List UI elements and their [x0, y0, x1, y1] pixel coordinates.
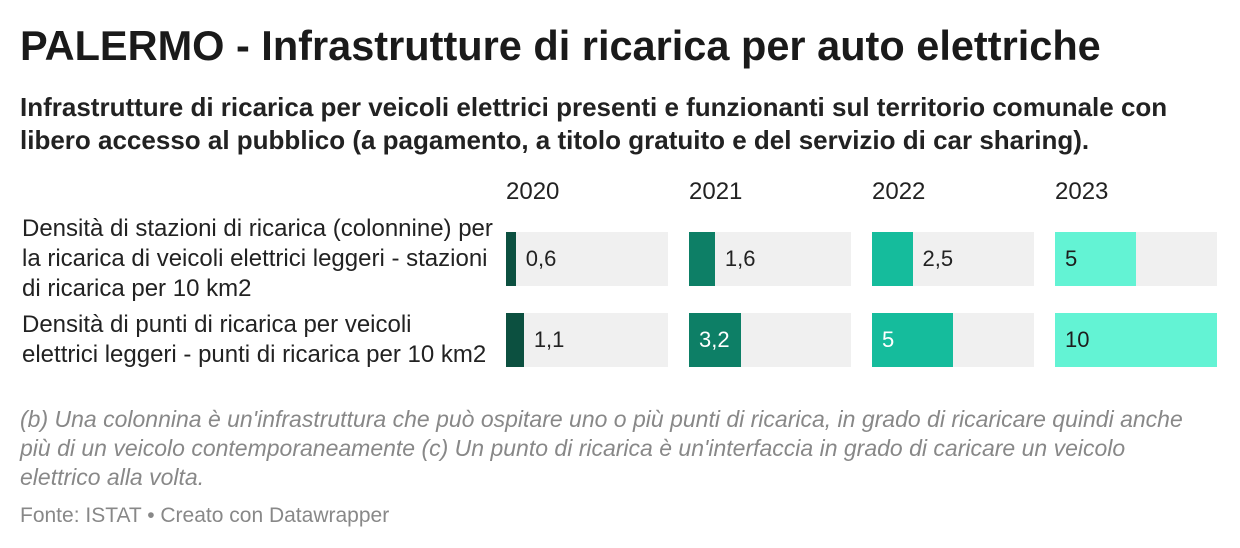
bar	[689, 232, 715, 286]
row-label: Densità di stazioni di ricarica (colonni…	[22, 215, 493, 302]
chart-note: (b) Una colonnina è un'infrastruttura ch…	[20, 406, 1183, 490]
chart-subtitle: Infrastrutture di ricarica per veicoli e…	[20, 92, 1168, 155]
data-label: 10	[1065, 327, 1090, 352]
column-header: 2022	[872, 178, 926, 205]
column-header-row: 2020 2021 2022 2023	[20, 177, 1220, 207]
data-label: 2,5	[922, 246, 954, 271]
bar	[1055, 313, 1217, 367]
split-bar-table: 2020 2021 2022 2023 Densità di stazioni …	[20, 177, 1220, 376]
bar-track: 5	[1055, 232, 1217, 286]
data-label: 3,2	[699, 327, 730, 352]
data-label: 5	[882, 327, 895, 352]
data-label: 5	[1065, 246, 1078, 271]
bar	[872, 232, 913, 286]
bar	[506, 313, 524, 367]
chart-source: Fonte: ISTAT • Creato con Datawrapper	[20, 504, 390, 527]
data-label: 1,6	[724, 246, 756, 271]
bar	[1055, 232, 1136, 286]
column-header: 2023	[1055, 178, 1109, 205]
bar	[689, 313, 741, 367]
data-label: 0,6	[525, 246, 557, 271]
chart-title: PALERMO - Infrastrutture di ricarica per…	[20, 22, 1101, 69]
column-header: 2021	[689, 178, 743, 205]
row-label: Densità di punti di ricarica per veicoli…	[22, 311, 487, 368]
table-row: Densità di stazioni di ricarica (colonni…	[20, 214, 1220, 304]
bar	[872, 313, 953, 367]
header-label-spacer	[20, 177, 485, 207]
bar-track: 3,2	[689, 313, 851, 367]
bar-track: 10	[1055, 313, 1217, 367]
bar-track: 1,1	[506, 313, 668, 367]
column-header: 2020	[506, 178, 560, 205]
data-label: 1,1	[533, 327, 565, 352]
bar-track: 1,6	[689, 232, 851, 286]
bar-track: 0,6	[506, 232, 668, 286]
table-row: Densità di punti di ricarica per veicoli…	[20, 310, 1220, 370]
bar	[506, 232, 516, 286]
bar-track: 5	[872, 313, 1034, 367]
bar-track: 2,5	[872, 232, 1034, 286]
